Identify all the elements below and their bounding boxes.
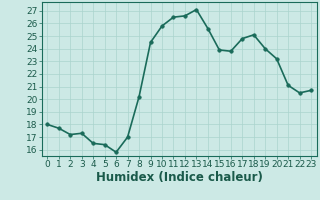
X-axis label: Humidex (Indice chaleur): Humidex (Indice chaleur)	[96, 171, 263, 184]
